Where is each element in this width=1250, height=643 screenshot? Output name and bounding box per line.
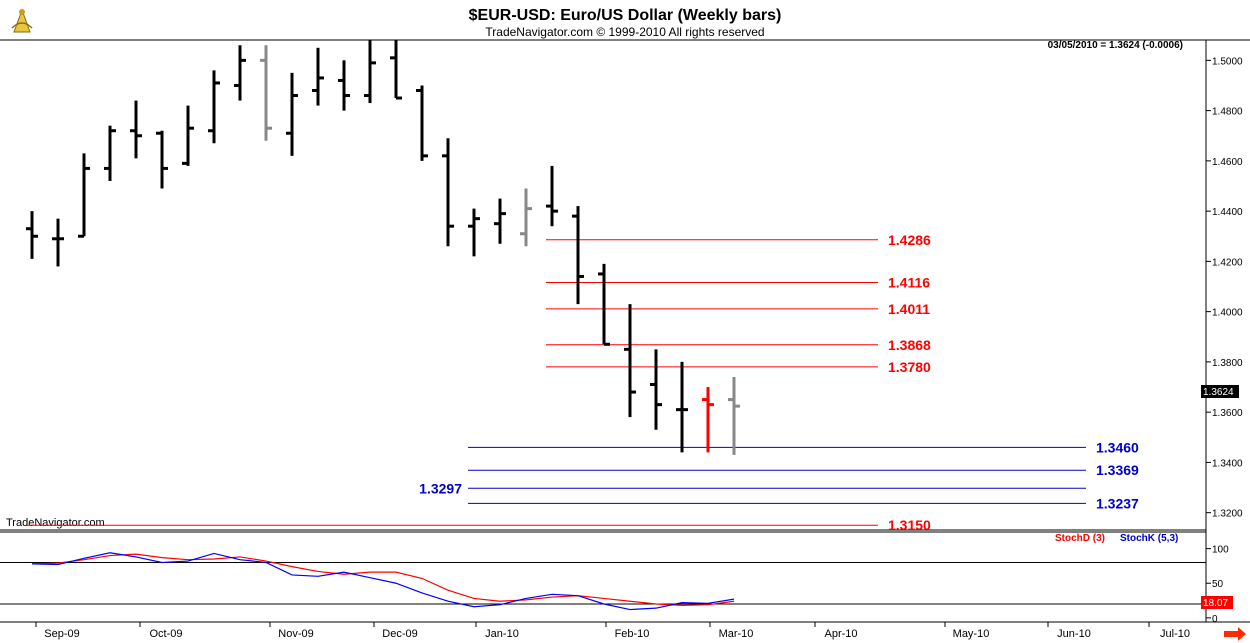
ohlc-bar <box>260 45 272 141</box>
ohlc-bar <box>624 304 636 418</box>
time-tick-label: Dec-09 <box>382 628 417 640</box>
level-label: 1.3460 <box>1096 439 1139 455</box>
price-tick-label: 1.4400 <box>1212 207 1243 218</box>
time-tick-label: Jan-10 <box>485 628 519 640</box>
ohlc-bar <box>130 100 142 159</box>
ohlc-bar <box>650 349 662 430</box>
stoch-series-line <box>31 553 735 606</box>
price-tick-label: 1.3200 <box>1212 509 1243 520</box>
level-label: 1.3297 <box>419 480 462 496</box>
level-label: 1.4011 <box>888 301 930 317</box>
stoch-series-line <box>31 552 735 611</box>
time-tick-label: Oct-09 <box>149 628 182 640</box>
level-label: 1.3868 <box>888 337 931 353</box>
time-tick-label: Sep-09 <box>44 628 79 640</box>
right-arrow-icon[interactable] <box>1224 627 1246 641</box>
time-tick-label: May-10 <box>953 628 990 640</box>
time-tick-label: Nov-09 <box>278 628 313 640</box>
sextant-icon[interactable] <box>8 4 36 36</box>
time-tick-label: Jun-10 <box>1057 628 1091 640</box>
time-tick-label: Apr-10 <box>824 628 857 640</box>
price-panel <box>0 39 1250 623</box>
ohlc-bar <box>546 165 558 227</box>
price-bars <box>26 40 740 455</box>
ohlc-bar <box>676 361 688 453</box>
time-axis: Sep-09 Oct-09 Nov-09 Dec-09 Jan-10 Feb-10 Mar-… <box>35 622 1190 640</box>
price-tick-label: 1.3600 <box>1212 408 1243 419</box>
ohlc-bar <box>572 206 584 305</box>
price-tick-label: 1.3400 <box>1212 458 1243 469</box>
ohlc-bar <box>390 40 402 100</box>
ohlc-bar <box>286 72 298 156</box>
ohlc-bar <box>182 105 194 166</box>
ohlc-bar <box>364 40 376 104</box>
price-tick-label: 1.4600 <box>1212 157 1243 168</box>
stoch-tick-label: 100 <box>1212 545 1229 556</box>
price-tick-label: 1.3800 <box>1212 358 1243 369</box>
price-levels: 1.4286 1.4116 1.4011 1.3868 1.3780 1.3460 1.33… <box>26 232 1139 533</box>
stochastic-lines <box>31 552 735 611</box>
ohlc-bar <box>52 218 64 267</box>
ohlc-bar <box>104 125 116 181</box>
price-readout: 03/05/2010 = 1.3624 (-0.0006) <box>1048 40 1183 51</box>
price-tick-label: 1.5000 <box>1212 56 1243 67</box>
price-tick-label: 1.4000 <box>1212 308 1243 319</box>
price-axis: 1.5000 1.4800 1.4600 1.4400 1.4200 1.4000 1.38… <box>1206 56 1243 520</box>
ohlc-bar <box>598 263 610 346</box>
ohlc-bar <box>208 70 220 144</box>
ohlc-bar <box>468 208 480 257</box>
level-label: 1.3780 <box>888 359 931 375</box>
ohlc-bar <box>728 376 740 455</box>
level-label: 1.4116 <box>888 274 930 290</box>
level-label: 1.4286 <box>888 232 931 248</box>
ohlc-bar <box>442 138 454 247</box>
stoch-tick-label: 50 <box>1212 579 1224 590</box>
time-tick-label: Mar-10 <box>719 628 754 640</box>
chart-title: $EUR-USD: Euro/US Dollar (Weekly bars) <box>469 7 782 24</box>
ohlc-bar <box>156 130 168 189</box>
time-tick-label: Jul-10 <box>1160 628 1190 640</box>
ohlc-bar <box>78 153 90 238</box>
stoch-tick-label: 0 <box>1212 614 1218 625</box>
ohlc-bar <box>26 211 38 259</box>
stoch-last-tag: 18.07 <box>1201 596 1233 609</box>
price-tick-label: 1.4800 <box>1212 107 1243 118</box>
ohlc-bar <box>416 85 428 161</box>
price-tick-label: 1.4200 <box>1212 257 1243 268</box>
level-label: 1.3237 <box>1096 495 1139 511</box>
ohlc-bar <box>234 45 246 101</box>
ohlc-bar <box>494 198 506 244</box>
legend-stochd: StochD (3) <box>1055 533 1105 544</box>
ohlc-bar <box>702 387 714 453</box>
stoch-last-label: 18.07 <box>1203 598 1228 609</box>
ohlc-bar <box>312 47 324 106</box>
watermark: TradeNavigator.com <box>6 517 105 529</box>
time-tick-label: Feb-10 <box>615 628 650 640</box>
legend-stochk: StochK (5,3) <box>1120 533 1178 544</box>
stochastic-axis: 100 50 0 <box>0 545 1229 625</box>
level-label: 1.3150 <box>888 517 931 533</box>
chart-subtitle: TradeNavigator.com © 1999-2010 All right… <box>485 25 764 39</box>
ohlc-bar <box>338 60 350 111</box>
last-price-tag: 1.3624 <box>1201 385 1239 398</box>
ohlc-bar <box>520 188 532 247</box>
last-price-label: 1.3624 <box>1203 387 1234 398</box>
level-label: 1.3369 <box>1096 462 1139 478</box>
